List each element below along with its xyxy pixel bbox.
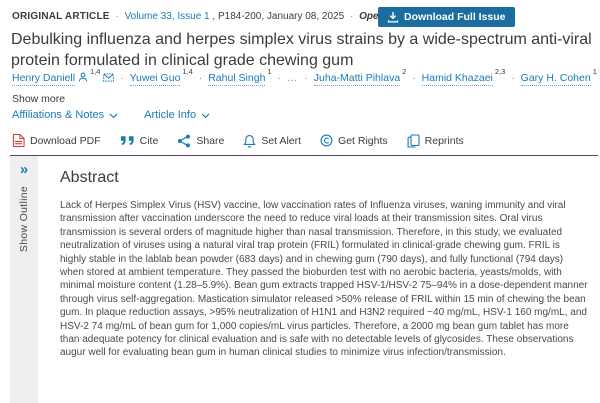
article-type-label: ORIGINAL ARTICLE bbox=[12, 11, 110, 22]
author-link[interactable]: Rahul Singh bbox=[208, 72, 266, 86]
author-link[interactable]: Gary H. Cohen bbox=[520, 72, 591, 86]
author-item: Gary H. Cohen1 bbox=[520, 67, 600, 86]
outline-rail: » Show Outline bbox=[10, 156, 38, 403]
article-meta-row: ORIGINAL ARTICLE · Volume 33, Issue 1 , … bbox=[12, 11, 422, 22]
author-item: Henry Daniell 1,4 bbox=[12, 67, 117, 86]
pdf-icon bbox=[12, 133, 25, 148]
share-icon bbox=[177, 134, 191, 148]
author-separator: · bbox=[412, 72, 416, 84]
expand-outline-icon[interactable]: » bbox=[19, 161, 29, 178]
author-link[interactable]: Yuwei Guo bbox=[129, 72, 181, 86]
separator-dot: · bbox=[349, 11, 354, 22]
author-separator: · bbox=[277, 72, 282, 84]
set-alert-button[interactable]: Set Alert bbox=[243, 134, 301, 148]
reprints-button[interactable]: Reprints bbox=[407, 133, 464, 148]
copyright-icon bbox=[320, 134, 333, 147]
reprints-icon bbox=[407, 133, 420, 148]
affiliations-notes-label: Affiliations & Notes bbox=[12, 109, 105, 121]
reprints-label: Reprints bbox=[424, 134, 464, 147]
abstract-section: Abstract Lack of Herpes Simplex Virus (H… bbox=[60, 169, 588, 360]
download-full-issue-button[interactable]: Download Full Issue bbox=[378, 7, 515, 27]
get-rights-label: Get Rights bbox=[338, 134, 388, 147]
share-button[interactable]: Share bbox=[177, 134, 224, 148]
article-info-row: Affiliations & Notes Article Info bbox=[12, 109, 210, 121]
bell-icon bbox=[243, 134, 257, 148]
article-info-label: Article Info bbox=[144, 109, 197, 121]
action-toolbar: Download PDF Cite Share Set Alert Get Ri… bbox=[12, 133, 464, 148]
email-icon[interactable] bbox=[103, 72, 115, 84]
download-icon bbox=[387, 11, 399, 23]
get-rights-button[interactable]: Get Rights bbox=[320, 134, 388, 147]
download-pdf-label: Download PDF bbox=[30, 134, 101, 147]
affiliation-superscript: 2,3 bbox=[494, 66, 506, 76]
author-separator: · bbox=[198, 72, 203, 84]
cite-label: Cite bbox=[139, 134, 159, 147]
affiliations-notes-toggle[interactable]: Affiliations & Notes bbox=[12, 109, 118, 121]
author-item: Juha-Matti Pihlava2 bbox=[313, 67, 409, 86]
author-link[interactable]: Henry Daniell bbox=[12, 72, 76, 86]
author-link[interactable]: Juha-Matti Pihlava bbox=[313, 72, 401, 86]
abstract-heading: Abstract bbox=[60, 169, 119, 186]
cite-button[interactable]: Cite bbox=[120, 134, 159, 147]
author-separator: · bbox=[120, 72, 124, 84]
author-item: Yuwei Guo1,4 bbox=[129, 67, 196, 86]
authors-ellipsis: … bbox=[286, 72, 299, 84]
affiliation-superscript: 2 bbox=[402, 66, 407, 76]
author-list: Henry Daniell1,4 · Yuwei Guo1,4 · Rahul … bbox=[12, 67, 600, 86]
chevron-down-icon bbox=[109, 111, 118, 119]
person-icon bbox=[78, 72, 88, 84]
article-title: Debulking influenza and herpes simplex v… bbox=[11, 31, 592, 69]
quote-icon bbox=[120, 135, 135, 146]
download-pdf-button[interactable]: Download PDF bbox=[12, 133, 101, 148]
show-outline-label[interactable]: Show Outline bbox=[18, 186, 30, 253]
separator-dot: · bbox=[115, 11, 119, 22]
author-separator: · bbox=[511, 72, 515, 84]
download-full-issue-label: Download Full Issue bbox=[404, 11, 506, 23]
affiliation-superscript: 1 bbox=[592, 66, 597, 76]
author-separator: · bbox=[304, 72, 308, 84]
chevron-down-icon bbox=[201, 111, 210, 119]
show-more-link[interactable]: Show more bbox=[12, 93, 66, 105]
affiliation-superscript: 1,4 bbox=[90, 66, 101, 76]
author-item: Hamid Khazaei2,3 bbox=[421, 67, 509, 86]
volume-issue-link[interactable]: Volume 33, Issue 1 bbox=[124, 11, 210, 22]
article-info-toggle[interactable]: Article Info bbox=[144, 109, 210, 121]
affiliation-superscript: 1 bbox=[267, 66, 272, 76]
author-item: Rahul Singh1 bbox=[208, 67, 274, 86]
set-alert-label: Set Alert bbox=[261, 134, 302, 147]
pages-date-label: , P184-200, January 08, 2025 bbox=[212, 11, 345, 22]
share-label: Share bbox=[196, 134, 225, 147]
abstract-text: Lack of Herpes Simplex Virus (HSV) vacci… bbox=[60, 200, 588, 359]
affiliation-superscript: 1,4 bbox=[182, 66, 193, 76]
author-link[interactable]: Hamid Khazaei bbox=[421, 72, 493, 86]
section-divider bbox=[10, 155, 598, 156]
